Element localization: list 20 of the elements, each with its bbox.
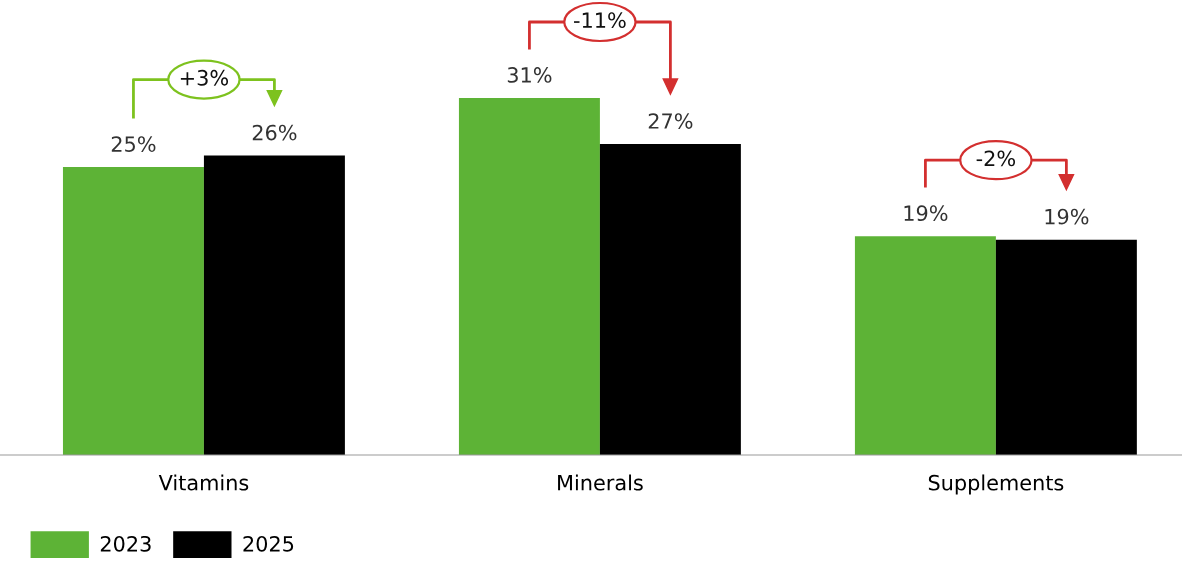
bar: [203, 155, 345, 455]
text: -11%: [574, 12, 626, 29]
text: +3%: [180, 69, 229, 86]
x-tick-label: Supplements: [928, 474, 1064, 495]
legend-label: 2025: [243, 535, 294, 552]
x-tick-label: Vitamins: [158, 474, 249, 491]
bar: [458, 98, 600, 455]
data-label: 26%: [252, 124, 297, 141]
legend-label: 2023: [100, 535, 151, 552]
data-label: 19%: [1045, 208, 1089, 225]
x-tick-label: Minerals: [558, 474, 643, 491]
data-label: 25%: [111, 136, 156, 152]
bar: [854, 236, 996, 455]
data-label: 27%: [648, 113, 693, 129]
bar: [599, 144, 741, 455]
bar: [995, 239, 1137, 455]
data-label: 31%: [507, 67, 552, 83]
bar: [62, 167, 204, 455]
annotation: -2%: [976, 150, 1016, 167]
data-label: 19%: [904, 205, 948, 222]
